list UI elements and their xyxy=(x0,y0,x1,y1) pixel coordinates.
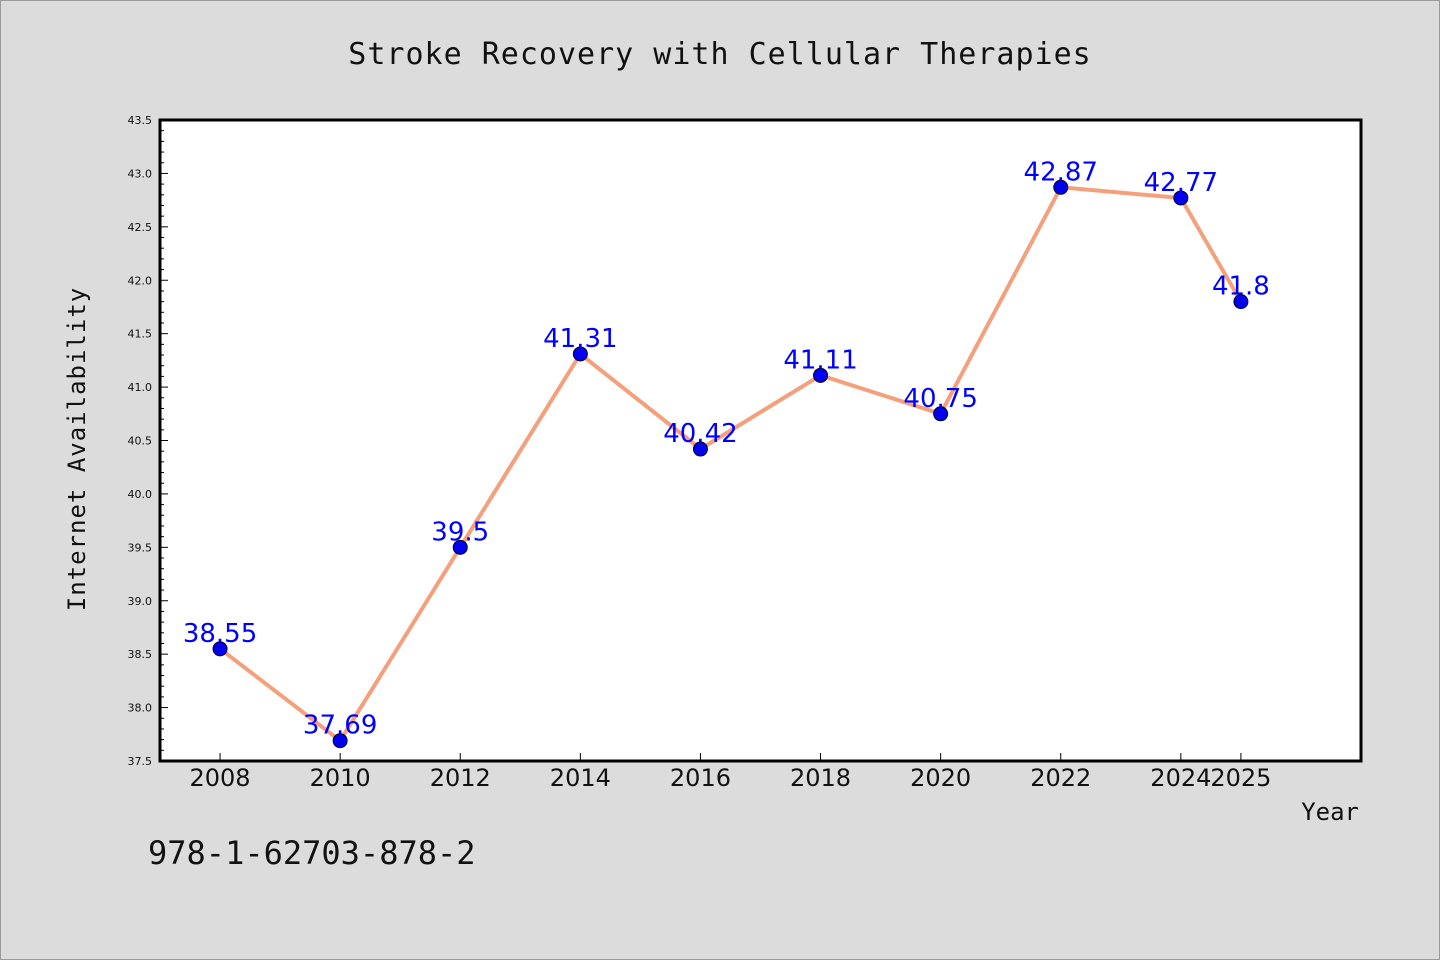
y-tick-label: 42.0 xyxy=(128,274,153,287)
y-tick-label: 39.0 xyxy=(128,595,153,608)
data-label: 37.69 xyxy=(303,711,377,741)
y-tick-label: 40.0 xyxy=(128,488,153,501)
data-point xyxy=(572,346,588,362)
data-point xyxy=(1233,294,1249,310)
data-point xyxy=(212,641,228,657)
x-tick-label: 2020 xyxy=(910,764,971,792)
y-axis: 37.5 38.0 38.5 39.0 39.5 40.0 40.5 41.0 41.5 42.0… xyxy=(128,114,168,768)
data-label: 41.11 xyxy=(783,345,857,375)
y-tick-label: 43.0 xyxy=(128,167,153,180)
chart-title: Stroke Recovery with Cellular Therapies xyxy=(348,37,1091,72)
x-tick-label: 2014 xyxy=(550,764,611,792)
data-point xyxy=(813,367,829,383)
data-label: 39.5 xyxy=(431,517,489,547)
y-axis-label: Internet Availability xyxy=(63,287,91,611)
y-tick-label: 41.0 xyxy=(128,381,153,394)
x-tick-label: 2012 xyxy=(430,764,491,792)
x-tick-label: 2024 xyxy=(1150,764,1211,792)
data-label: 42.87 xyxy=(1024,157,1098,187)
y-tick-label: 37.5 xyxy=(128,755,153,768)
data-label: 40.42 xyxy=(663,419,737,449)
data-label: 41.31 xyxy=(543,324,617,354)
y-tick-label: 40.5 xyxy=(128,435,153,448)
y-tick-label: 38.5 xyxy=(128,648,153,661)
series-line xyxy=(218,185,1243,743)
isbn-text: 978-1-62703-878-2 xyxy=(148,834,476,872)
x-tick-label: 2022 xyxy=(1030,764,1091,792)
x-tick-label: 2010 xyxy=(310,764,371,792)
x-tick-label: 2016 xyxy=(670,764,731,792)
x-axis-label: Year xyxy=(1301,798,1359,826)
data-labels: 38.55 37.69 39.5 41.31 40.42 41.11 40.75 42.87 4… xyxy=(183,157,1270,740)
y-tick-label: 41.5 xyxy=(128,328,153,341)
data-point xyxy=(332,733,348,749)
plot-area xyxy=(158,118,1363,763)
data-label: 42.77 xyxy=(1144,168,1218,198)
x-tick-label: 2008 xyxy=(190,764,251,792)
y-tick-label: 38.0 xyxy=(128,702,153,715)
data-point xyxy=(452,539,468,555)
data-markers xyxy=(212,179,1249,749)
y-tick-label: 42.5 xyxy=(128,221,153,234)
data-point xyxy=(933,406,949,422)
data-label: 40.75 xyxy=(903,384,977,414)
y-tick-label: 43.5 xyxy=(128,114,153,127)
x-tick-label: 2025 xyxy=(1210,764,1271,792)
data-point xyxy=(692,441,708,457)
data-label: 41.8 xyxy=(1212,272,1270,302)
data-point xyxy=(1173,190,1189,206)
data-label: 38.55 xyxy=(183,619,257,649)
data-point xyxy=(1053,179,1069,195)
y-tick-label: 39.5 xyxy=(128,541,153,554)
x-tick-label: 2018 xyxy=(790,764,851,792)
